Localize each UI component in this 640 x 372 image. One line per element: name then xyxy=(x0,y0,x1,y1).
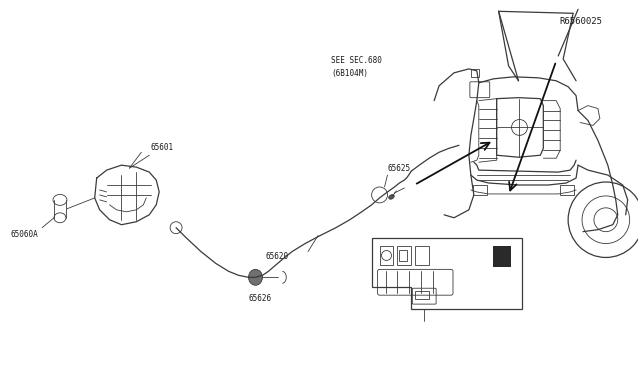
Ellipse shape xyxy=(388,195,394,199)
Text: 65626: 65626 xyxy=(248,294,271,303)
Bar xyxy=(560,185,574,195)
Text: 65625: 65625 xyxy=(387,164,411,173)
Bar xyxy=(493,246,511,267)
Text: 65060A: 65060A xyxy=(10,230,38,239)
Text: 65620: 65620 xyxy=(266,251,289,260)
Bar xyxy=(380,246,394,265)
Bar xyxy=(471,69,479,77)
Bar xyxy=(397,246,412,265)
Bar xyxy=(415,291,429,299)
Bar xyxy=(473,185,487,195)
Text: R6560025: R6560025 xyxy=(559,17,603,26)
Text: SEE SEC.680
(6B104M): SEE SEC.680 (6B104M) xyxy=(332,56,382,77)
Ellipse shape xyxy=(248,269,262,285)
Text: 65601: 65601 xyxy=(150,143,173,152)
Bar xyxy=(399,250,407,262)
Bar xyxy=(415,246,429,265)
